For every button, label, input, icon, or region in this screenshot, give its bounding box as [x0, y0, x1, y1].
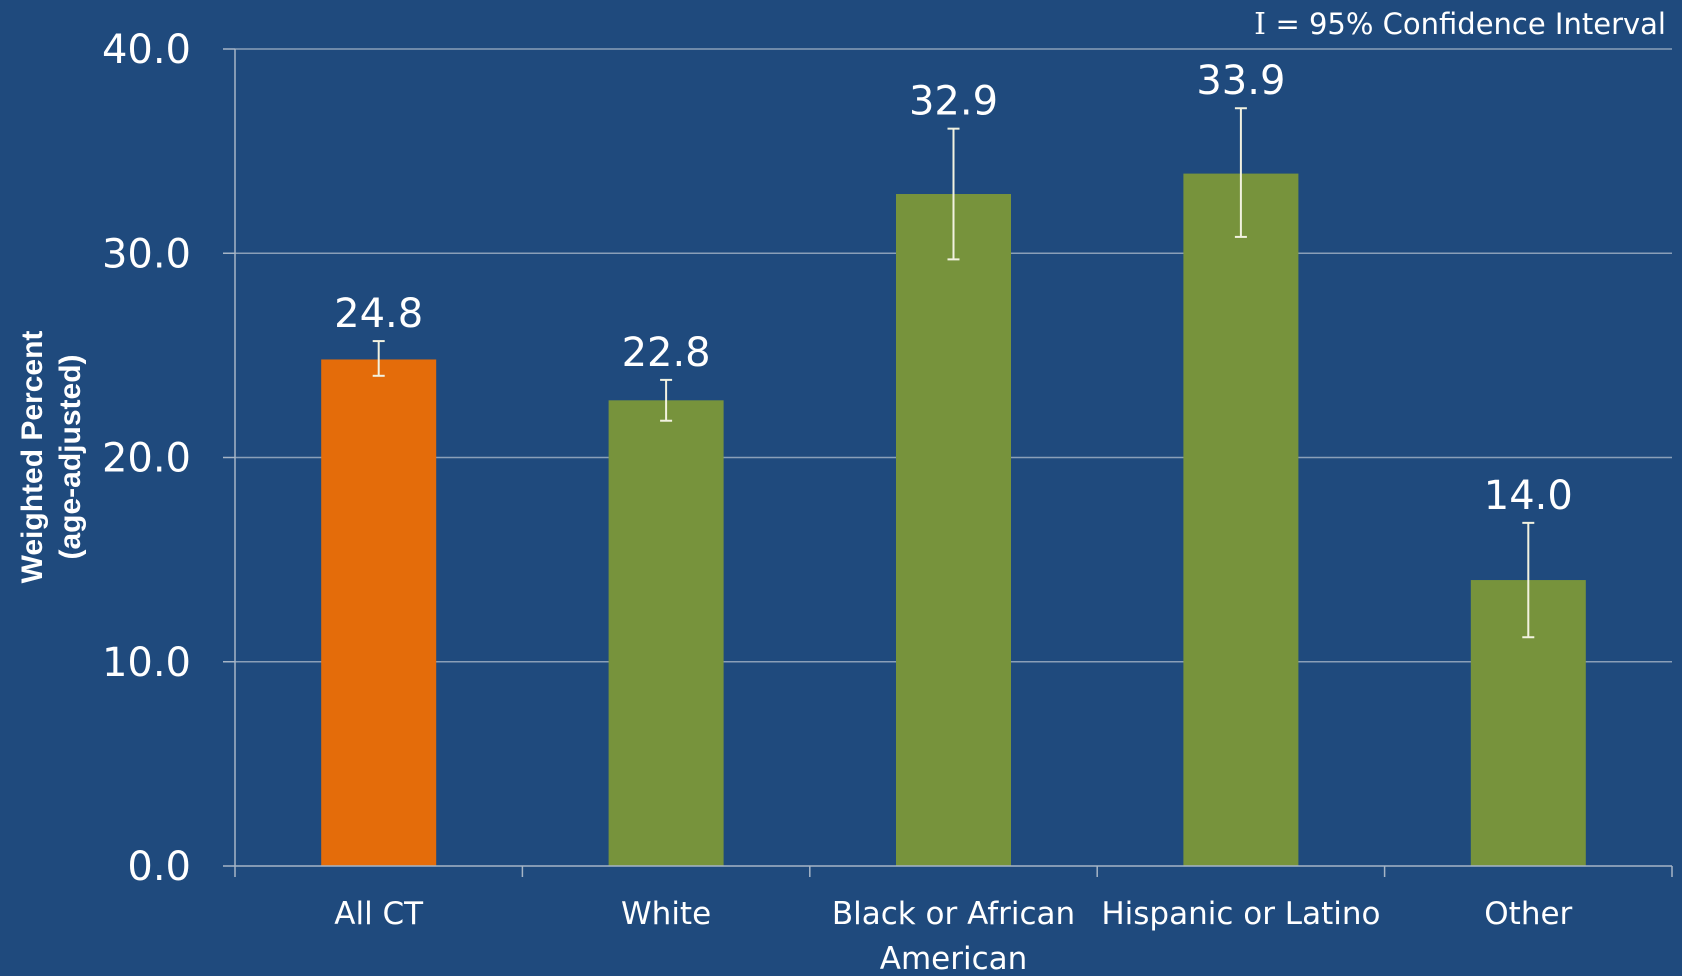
- y-tick-label: 10.0: [102, 640, 191, 686]
- bars: [321, 173, 1586, 866]
- error-bar: [1522, 521, 1535, 639]
- error-bar: [372, 340, 385, 377]
- y-tick-label: 20.0: [102, 436, 191, 482]
- legend-ci-text: = 95% Confidence Interval: [1275, 7, 1666, 41]
- bar: [321, 359, 437, 866]
- y-tick-label: 0.0: [127, 844, 191, 890]
- y-tick-label: 40.0: [102, 27, 191, 73]
- bar: [608, 400, 724, 866]
- data-label: 24.8: [334, 291, 423, 337]
- bar: [1183, 173, 1299, 866]
- y-axis-title-line1: Weighted Percent: [16, 331, 49, 584]
- error-bar: [660, 378, 673, 422]
- legend-ci-icon: I: [1254, 7, 1266, 42]
- axes: [223, 48, 1673, 877]
- data-label: 32.9: [909, 79, 998, 125]
- data-label: 14.0: [1484, 473, 1573, 519]
- bar: [896, 194, 1011, 866]
- x-category-label: Other: [1484, 896, 1572, 932]
- data-label: 22.8: [622, 330, 711, 376]
- error-bar: [1234, 107, 1247, 238]
- x-category-label: Black or African: [832, 896, 1075, 932]
- data-label: 33.9: [1196, 58, 1285, 104]
- error-bars: [372, 107, 1535, 639]
- x-category-label: Hispanic or Latino: [1101, 896, 1380, 932]
- x-category-label: All CT: [334, 896, 424, 932]
- y-tick-label: 30.0: [102, 231, 191, 277]
- x-category-label: White: [621, 896, 711, 932]
- error-bar: [947, 127, 960, 261]
- labels: 0.0 10.0 20.0 30.0 40.0 24.8 All CT 22.8 White 32…: [102, 27, 1573, 976]
- x-category-label: American: [880, 941, 1028, 976]
- y-axis-title-line2: (age-adjusted): [54, 354, 87, 559]
